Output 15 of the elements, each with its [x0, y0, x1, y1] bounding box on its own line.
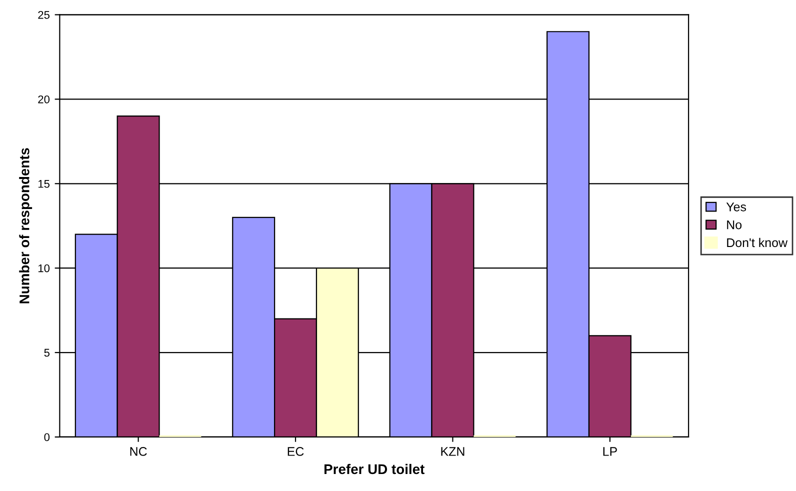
y-tick-label: 25 — [38, 10, 50, 19]
x-tick-label: NC — [130, 447, 147, 456]
x-tick-label: EC — [288, 447, 304, 456]
y-tick-label: 10 — [38, 264, 50, 272]
legend-label: Yes — [726, 202, 746, 212]
legend-label: Don't know — [727, 238, 788, 248]
y-tick-label: 15 — [38, 180, 50, 188]
legend-label: No — [727, 220, 742, 230]
y-tick-label: 0 — [44, 433, 50, 442]
y-tick-label: 20 — [38, 95, 50, 104]
y-axis-title: Number of respondents — [19, 148, 32, 304]
x-axis-title: Prefer UD toilet — [324, 464, 424, 474]
x-tick-label: KZN — [441, 447, 464, 456]
x-tick-label: LP — [603, 447, 617, 456]
y-tick-label: 5 — [44, 348, 50, 357]
